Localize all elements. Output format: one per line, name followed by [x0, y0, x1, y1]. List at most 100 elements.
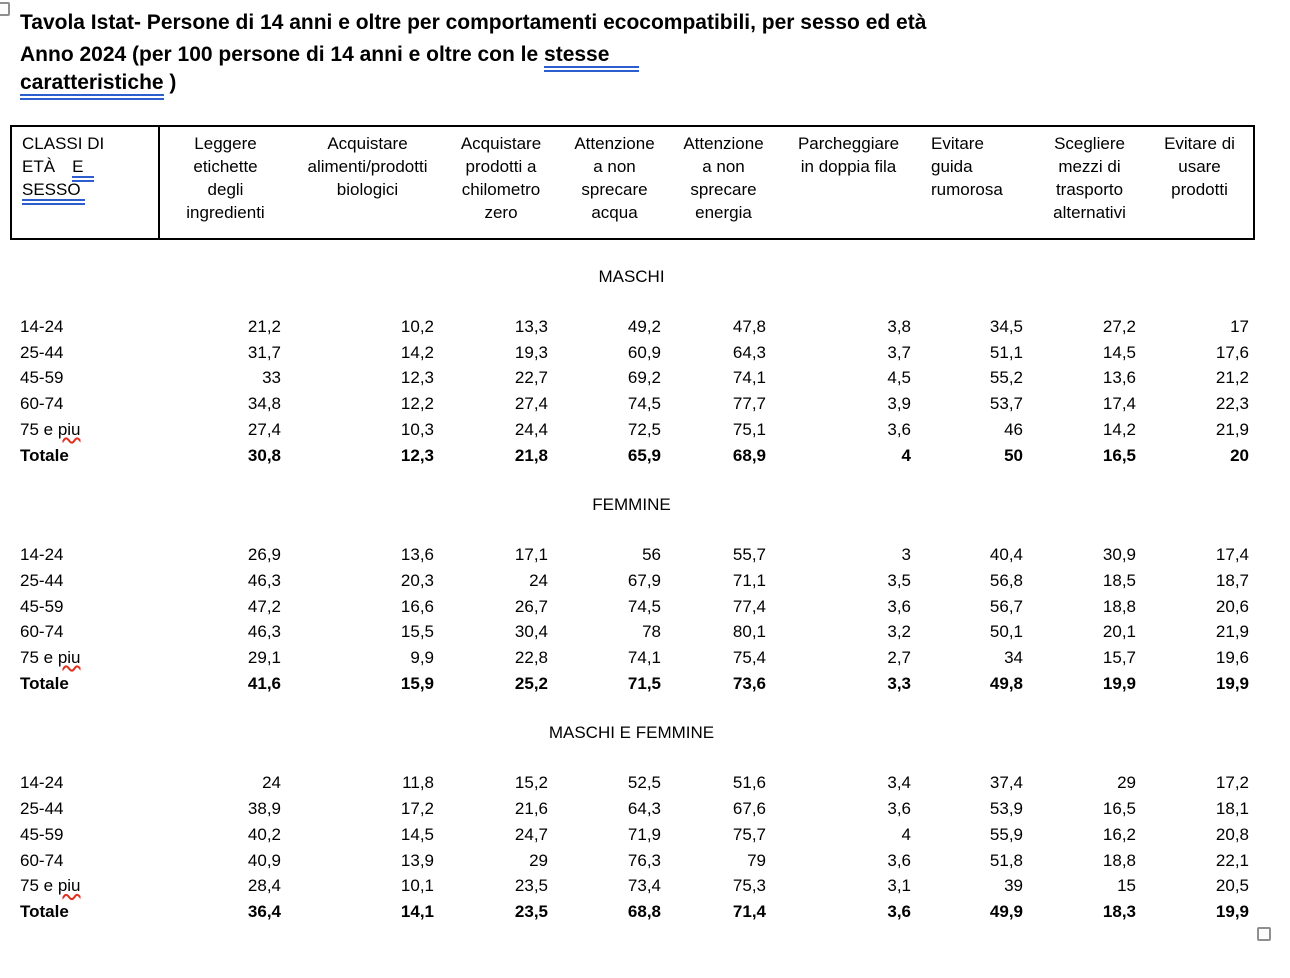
value-cell: 19,9 — [1145, 899, 1253, 925]
section-title: MASCHI E FEMMINE — [10, 720, 1253, 746]
value-text: 30,9 — [1102, 545, 1136, 565]
row-label: 60-74 — [10, 848, 158, 874]
row-label-text: 60-74 — [20, 394, 64, 414]
value-cell: 75,3 — [670, 873, 775, 899]
value-text: 34,8 — [247, 394, 281, 414]
value-cell: 71,5 — [557, 671, 670, 697]
value-cell: 71,1 — [670, 568, 775, 594]
value-cell: 10,3 — [290, 417, 443, 443]
selection-handle-bottom-right[interactable] — [1257, 927, 1271, 941]
column-header-line: Leggere — [194, 134, 257, 153]
table-row: Totale 36,4 14,1 23,5 68,8 71,4 3,6 49,9 18,3 19,… — [10, 899, 1253, 925]
value-text: 16,5 — [1102, 445, 1136, 465]
value-text: 14,2 — [1102, 419, 1136, 439]
value-text: 50,1 — [989, 622, 1023, 642]
subtitle-suffix: ) — [163, 71, 177, 94]
column-header-line: Acquistare — [460, 134, 542, 153]
value-text: 16,2 — [1102, 824, 1136, 844]
value-cell: 79 — [670, 848, 775, 874]
value-cell: 71,4 — [670, 899, 775, 925]
grammar-marked-word-stesse: stesse — [544, 43, 640, 72]
value-text: 20,6 — [1215, 596, 1249, 616]
value-text: 24 — [262, 773, 281, 793]
value-text: 71,1 — [732, 570, 766, 590]
value-text: 14,1 — [400, 901, 434, 921]
value-text: 18,3 — [1102, 901, 1136, 921]
value-text: 10,3 — [400, 419, 434, 439]
value-cell: 3,1 — [775, 873, 920, 899]
value-text: 29 — [1117, 773, 1136, 793]
value-cell: 55,2 — [920, 365, 1032, 391]
value-cell: 50,1 — [920, 619, 1032, 645]
value-text: 55,9 — [989, 824, 1023, 844]
row-label: 25-44 — [10, 796, 158, 822]
column-header-4: Attenzione a non sprecare acqua — [558, 126, 671, 239]
data-table: 14-24 26,9 13,6 17,1 56 55,7 3 40,4 30,9 17,4 25-4… — [10, 542, 1253, 696]
value-text: 71,5 — [627, 673, 661, 693]
value-text: 73,4 — [627, 876, 661, 896]
value-text: 3,6 — [887, 799, 911, 819]
value-text: 15 — [1117, 876, 1136, 896]
value-text: 51,1 — [989, 342, 1023, 362]
column-header-2: Acquistare alimenti/prodotti biologici — [291, 126, 444, 239]
column-header-5: Attenzione a non sprecare energia — [671, 126, 776, 239]
value-text: 75,3 — [732, 876, 766, 896]
value-cell: 34,5 — [920, 314, 1032, 340]
value-text: 22,3 — [1215, 394, 1249, 414]
value-cell: 12,3 — [290, 443, 443, 469]
value-text: 21,2 — [247, 317, 281, 336]
value-cell: 18,3 — [1032, 899, 1145, 925]
table-row: 14-24 21,2 10,2 13,3 49,2 47,8 3,8 34,5 27,2 17 — [10, 314, 1253, 340]
value-cell: 31,7 — [158, 340, 290, 366]
value-cell: 20,8 — [1145, 822, 1253, 848]
value-cell: 13,6 — [1032, 365, 1145, 391]
value-text: 19,9 — [1215, 673, 1249, 693]
corner-line1: CLASSI DI — [22, 134, 105, 153]
selection-handle-top-left[interactable] — [0, 2, 10, 16]
row-label-text: 75 e — [20, 648, 58, 668]
value-text: 18,7 — [1215, 570, 1249, 590]
value-cell: 3 — [775, 542, 920, 568]
column-header-line: in doppia fila — [800, 157, 897, 176]
value-text: 40,4 — [989, 545, 1023, 565]
row-label-text: 25-44 — [20, 342, 64, 362]
value-cell: 17 — [1145, 314, 1253, 340]
value-text: 55,7 — [732, 545, 766, 565]
header-row: CLASSI DI ETÀ E SESSO Leggere etichette deg… — [11, 126, 1254, 239]
value-text: 15,9 — [400, 673, 434, 693]
corner-line2: ETÀ — [22, 157, 56, 176]
value-cell: 21,9 — [1145, 619, 1253, 645]
title-subtitle: Anno 2024 (per 100 persone di 14 anni e … — [20, 41, 926, 100]
section-title: FEMMINE — [10, 492, 1253, 518]
value-cell: 30,4 — [443, 619, 557, 645]
row-label-text: 14-24 — [20, 773, 64, 793]
value-text: 21,9 — [1215, 419, 1249, 439]
value-text: 75,7 — [732, 824, 766, 844]
row-label: Totale — [10, 443, 158, 469]
section-title-text: FEMMINE — [592, 495, 671, 515]
value-text: 33 — [262, 368, 281, 388]
value-cell: 14,5 — [1032, 340, 1145, 366]
value-cell: 3,6 — [775, 848, 920, 874]
value-cell: 24,7 — [443, 822, 557, 848]
value-cell: 16,2 — [1032, 822, 1145, 848]
value-cell: 34,8 — [158, 391, 290, 417]
value-cell: 51,1 — [920, 340, 1032, 366]
column-header-line: trasporto — [1055, 180, 1124, 199]
value-cell: 34 — [920, 645, 1032, 671]
table-row: 75 e piu 29,1 9,9 22,8 74,1 75,4 2,7 34 15,7 19,6 — [10, 645, 1253, 671]
value-text: 47,8 — [732, 317, 766, 336]
value-cell: 17,4 — [1145, 542, 1253, 568]
value-cell: 18,8 — [1032, 848, 1145, 874]
value-text: 27,2 — [1102, 317, 1136, 336]
row-label: 14-24 — [10, 542, 158, 568]
value-cell: 19,9 — [1145, 671, 1253, 697]
row-label: Totale — [10, 671, 158, 697]
value-text: 15,7 — [1102, 648, 1136, 668]
value-text: 3 — [901, 545, 911, 565]
value-text: 64,3 — [627, 799, 661, 819]
value-text: 36,4 — [247, 901, 281, 921]
column-header-line: rumorosa — [931, 180, 1003, 199]
corner-header-cell: CLASSI DI ETÀ E SESSO — [11, 126, 160, 239]
value-text: 73,6 — [732, 673, 766, 693]
